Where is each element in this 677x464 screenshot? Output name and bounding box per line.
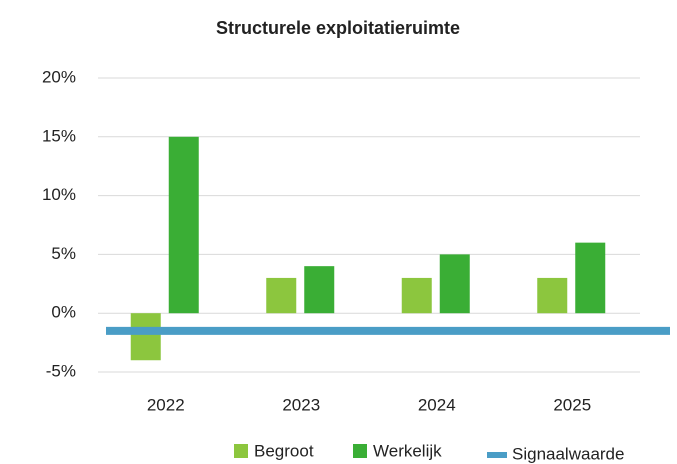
bar: [266, 277, 297, 314]
y-tick-label: 10%: [42, 185, 76, 204]
legend-label: Begroot: [254, 441, 314, 460]
bar: [439, 254, 470, 314]
legend-label: Werkelijk: [373, 441, 442, 460]
y-tick-label: 0%: [51, 303, 76, 322]
bar: [401, 277, 432, 314]
x-tick-label: 2024: [418, 395, 456, 414]
x-tick-label: 2022: [147, 395, 185, 414]
legend-swatch: [353, 444, 367, 458]
bar: [537, 277, 568, 314]
bar: [304, 266, 335, 314]
y-tick-label: -5%: [46, 361, 76, 380]
y-tick-label: 20%: [42, 67, 76, 86]
y-tick-label: 15%: [42, 126, 76, 145]
legend-swatch: [234, 444, 248, 458]
legend-swatch: [487, 452, 507, 458]
x-tick-label: 2023: [282, 395, 320, 414]
chart-title: Structurele exploitatieruimte: [216, 18, 460, 38]
y-tick-label: 5%: [51, 244, 76, 263]
bar: [130, 313, 161, 361]
bar: [575, 242, 606, 314]
x-tick-label: 2025: [553, 395, 591, 414]
bar: [168, 136, 199, 314]
legend-label: Signaalwaarde: [512, 444, 624, 463]
